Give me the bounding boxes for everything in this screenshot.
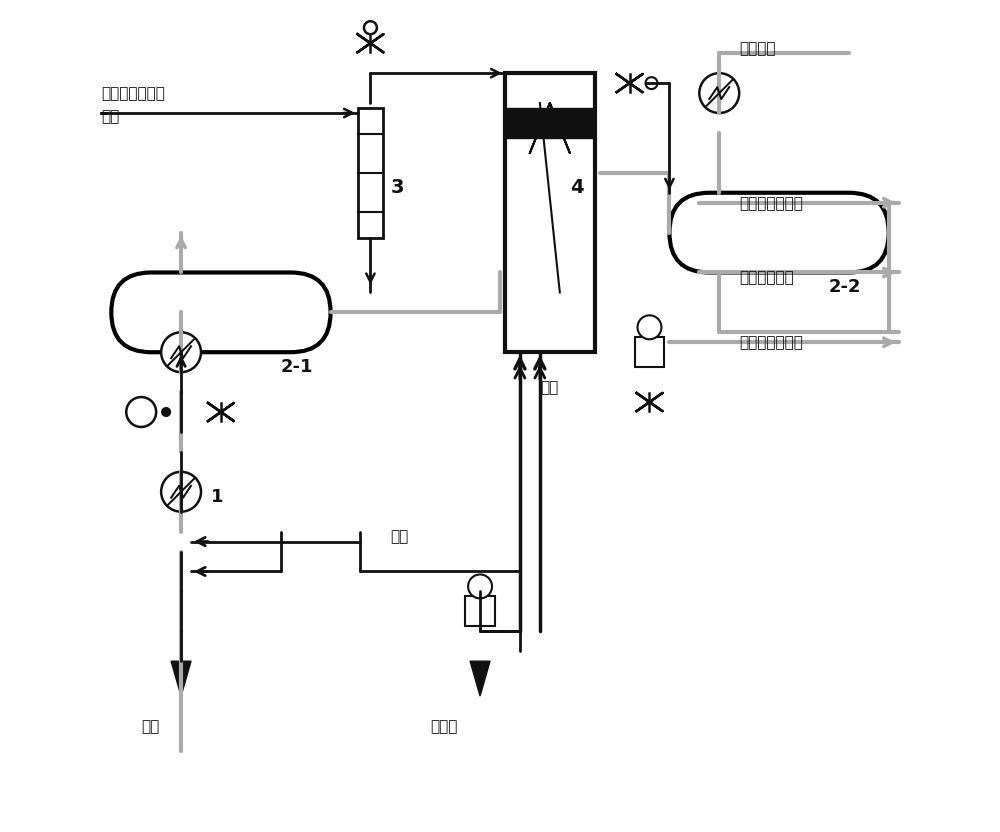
Bar — [465, 597, 495, 626]
Text: 旋流含盐污水: 旋流含盐污水 — [739, 270, 794, 285]
Circle shape — [126, 397, 156, 427]
Text: 1: 1 — [211, 488, 223, 506]
Circle shape — [646, 77, 657, 89]
Text: 二级电脱盐切水: 二级电脱盐切水 — [101, 86, 165, 101]
Bar — [635, 337, 664, 367]
Text: 注水: 注水 — [390, 530, 409, 545]
Circle shape — [162, 408, 170, 416]
Text: 一级电脱盐切水: 一级电脱盐切水 — [739, 196, 803, 210]
Text: 注水: 注水 — [101, 109, 120, 124]
Text: 注水: 注水 — [540, 380, 558, 395]
Circle shape — [638, 315, 661, 339]
Text: 4: 4 — [570, 178, 583, 196]
Text: 破乳剂: 破乳剂 — [430, 719, 458, 734]
Circle shape — [161, 332, 201, 372]
Text: 脱后原油: 脱后原油 — [739, 42, 776, 57]
Text: 2-2: 2-2 — [829, 279, 861, 296]
Circle shape — [161, 472, 201, 512]
Circle shape — [364, 22, 377, 34]
FancyBboxPatch shape — [111, 273, 331, 352]
Text: 2-1: 2-1 — [281, 358, 313, 376]
Bar — [358, 108, 383, 238]
Bar — [505, 73, 595, 352]
Text: 二级电脱盐切水: 二级电脱盐切水 — [739, 335, 803, 350]
Text: 原油: 原油 — [141, 719, 159, 734]
Polygon shape — [470, 661, 490, 696]
Text: 3: 3 — [390, 178, 404, 196]
Circle shape — [699, 73, 739, 113]
Polygon shape — [171, 661, 191, 696]
Circle shape — [468, 574, 492, 598]
FancyBboxPatch shape — [669, 193, 889, 273]
